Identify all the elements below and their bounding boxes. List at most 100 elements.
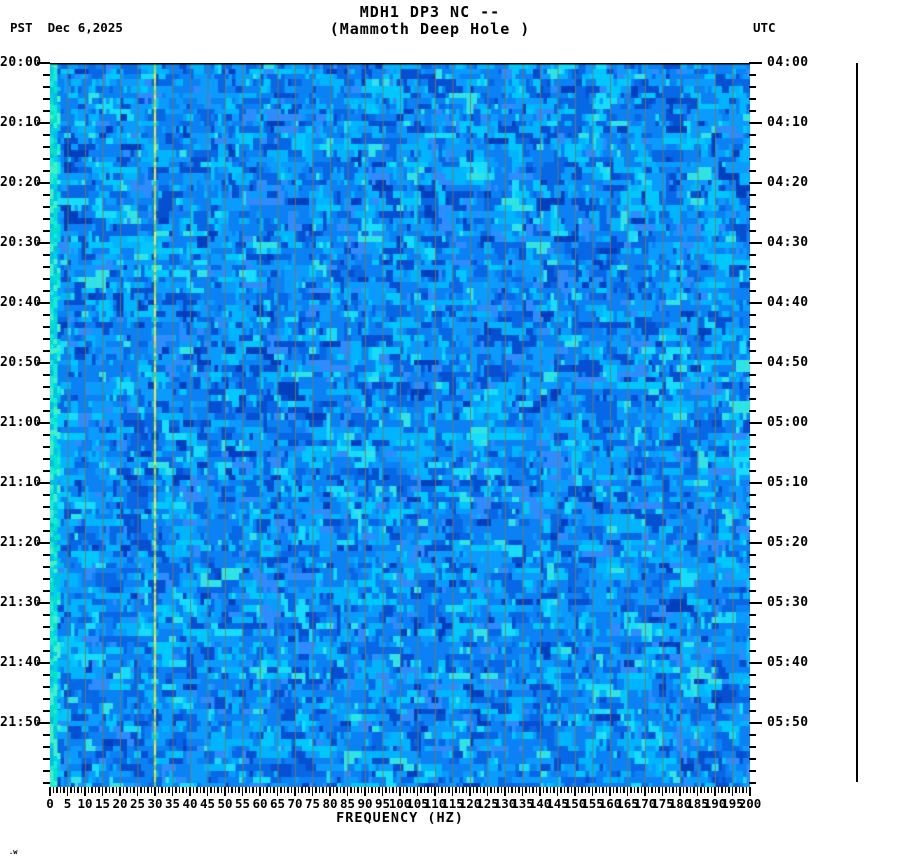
- x-axis-minor-tick: [192, 787, 195, 793]
- x-axis-tick-label: 160: [598, 796, 622, 811]
- left-axis-minor-tick: [43, 158, 50, 160]
- x-axis-minor-tick: [290, 787, 293, 793]
- x-axis-tick-label: 185: [686, 796, 709, 811]
- x-axis-minor-tick: [616, 787, 618, 793]
- right-axis-tick-label: 05:20: [767, 535, 809, 550]
- x-axis-minor-tick: [322, 787, 324, 793]
- x-axis-minor-tick: [315, 787, 317, 793]
- spectrogram-canvas: [50, 63, 750, 787]
- x-axis-minor-tick: [56, 787, 58, 793]
- x-axis-minor-tick: [546, 787, 548, 793]
- left-axis-major-tick: [37, 542, 50, 544]
- left-axis-minor-tick: [43, 506, 50, 508]
- x-axis-minor-tick: [374, 787, 377, 793]
- x-axis-minor-tick: [105, 787, 107, 793]
- left-axis-minor-tick: [43, 350, 50, 352]
- left-axis-major-tick: [37, 602, 50, 604]
- x-axis-minor-tick: [98, 787, 100, 793]
- x-axis-minor-tick: [245, 787, 247, 793]
- x-axis-minor-tick: [385, 787, 387, 793]
- x-axis-minor-tick: [605, 787, 608, 793]
- x-axis-major-tick: [171, 787, 174, 796]
- x-axis-minor-tick: [542, 787, 545, 793]
- left-axis-major-tick: [37, 302, 50, 304]
- x-axis-minor-tick: [581, 787, 583, 793]
- left-axis-tick-label: 20:00: [0, 55, 42, 70]
- left-axis-minor-tick: [43, 614, 50, 616]
- right-axis-minor-tick: [749, 470, 756, 472]
- x-axis-tick-label: 130: [493, 796, 517, 811]
- left-axis-minor-tick: [43, 386, 50, 388]
- left-axis-major-tick: [37, 662, 50, 664]
- x-axis-minor-tick: [479, 787, 482, 793]
- x-axis-minor-tick: [525, 787, 527, 793]
- x-axis-minor-tick: [87, 787, 90, 793]
- x-axis-minor-tick: [658, 787, 660, 793]
- right-axis-minor-tick: [749, 326, 756, 328]
- right-axis-tick-label: 04:30: [767, 235, 809, 250]
- x-axis-major-tick: [469, 787, 471, 796]
- x-axis-minor-tick: [168, 787, 170, 793]
- x-axis-minor-tick: [476, 787, 478, 793]
- x-axis-tick-label: 45: [199, 796, 216, 811]
- left-axis-major-tick: [37, 362, 50, 364]
- x-axis-minor-tick: [553, 787, 555, 793]
- x-axis-major-tick: [276, 787, 279, 796]
- x-axis-minor-tick: [689, 787, 692, 793]
- left-axis-minor-tick: [43, 134, 50, 136]
- x-axis-minor-tick: [682, 787, 685, 793]
- right-axis-major-tick: [749, 602, 762, 604]
- x-axis-tick-label: 35: [164, 796, 181, 811]
- left-axis-major-tick: [37, 482, 50, 484]
- right-axis-minor-tick: [749, 626, 756, 628]
- x-axis-minor-tick: [210, 787, 212, 793]
- x-axis-major-tick: [66, 787, 69, 796]
- x-axis-minor-tick: [395, 787, 398, 793]
- left-axis-minor-tick: [43, 110, 50, 112]
- x-axis-minor-tick: [637, 787, 639, 793]
- x-axis-major-tick: [329, 787, 331, 796]
- x-axis-minor-tick: [325, 787, 328, 793]
- left-axis-minor-tick: [43, 206, 50, 208]
- x-axis-minor-tick: [112, 787, 114, 793]
- left-axis-tick-label: 21:50: [0, 715, 42, 730]
- x-axis-minor-tick: [63, 787, 65, 793]
- left-axis-major-tick: [37, 62, 50, 64]
- right-axis-major-tick: [749, 182, 762, 184]
- x-axis-tick-label: 90: [357, 796, 373, 811]
- x-axis-minor-tick: [686, 787, 688, 793]
- x-axis-minor-tick: [213, 787, 216, 793]
- left-axis-minor-tick: [43, 278, 50, 280]
- left-timezone-date-label: PST Dec 6,2025: [10, 20, 123, 35]
- x-axis-major-tick: [119, 787, 121, 796]
- x-axis-major-tick: [539, 787, 541, 796]
- x-axis-minor-tick: [570, 787, 573, 793]
- x-axis-minor-tick: [308, 787, 310, 793]
- right-axis-minor-tick: [749, 254, 756, 256]
- x-axis-minor-tick: [199, 787, 202, 793]
- right-axis-minor-tick: [749, 614, 756, 616]
- right-axis-tick-label: 04:40: [767, 295, 809, 310]
- left-axis-minor-tick: [43, 698, 50, 700]
- x-axis-minor-tick: [388, 787, 391, 793]
- right-axis-minor-tick: [749, 566, 756, 568]
- x-axis-minor-tick: [402, 787, 405, 793]
- right-axis-minor-tick: [749, 86, 756, 88]
- x-axis-tick-label: 95: [374, 796, 391, 811]
- right-axis-minor-tick: [749, 230, 756, 232]
- x-axis-tick-label: 10: [77, 796, 93, 811]
- x-axis-minor-tick: [532, 787, 534, 793]
- x-axis-minor-tick: [126, 787, 128, 793]
- x-axis-major-tick: [416, 787, 419, 796]
- right-axis-tick-label: 05:00: [767, 415, 809, 430]
- x-axis-minor-tick: [623, 787, 625, 793]
- right-axis-minor-tick: [749, 146, 756, 148]
- x-axis-minor-tick: [217, 787, 219, 793]
- left-axis-minor-tick: [43, 290, 50, 292]
- left-axis-minor-tick: [43, 686, 50, 688]
- x-axis-minor-tick: [161, 787, 163, 793]
- x-axis-minor-tick: [269, 787, 272, 793]
- x-axis-tick-label: 125: [476, 796, 499, 811]
- x-axis-minor-tick: [441, 787, 443, 793]
- left-axis-tick-label: 21:40: [0, 655, 42, 670]
